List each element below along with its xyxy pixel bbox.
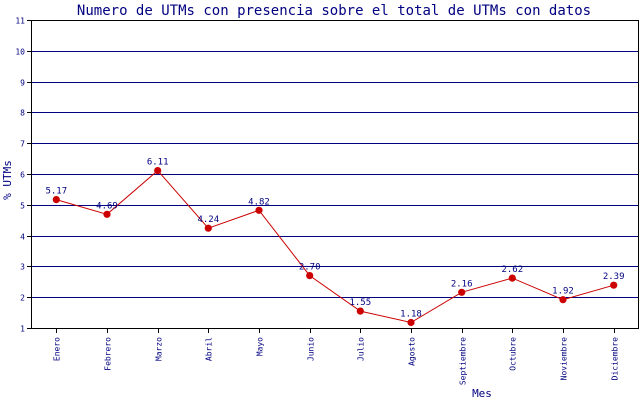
data-point bbox=[356, 307, 364, 315]
y-tick-label: 11 bbox=[15, 17, 25, 26]
data-label: 6.11 bbox=[147, 158, 169, 168]
y-tick-label: 6 bbox=[20, 171, 25, 180]
x-tick-label: Enero bbox=[53, 337, 62, 361]
plot-frame bbox=[31, 20, 639, 329]
data-labels: 5.17 4.69 6.11 4.24 4.82 2.70 1.55 1.18 2.16 2.62… bbox=[45, 158, 624, 320]
data-label: 1.92 bbox=[552, 287, 574, 297]
data-point bbox=[103, 210, 111, 218]
x-tick-label: Marzo bbox=[155, 337, 164, 361]
chart-title: Numero de UTMs con presencia sobre el to… bbox=[77, 3, 591, 19]
y-tick-label: 5 bbox=[20, 202, 25, 211]
data-point bbox=[610, 281, 618, 289]
y-tick-label: 10 bbox=[15, 48, 25, 57]
data-point bbox=[458, 288, 466, 296]
data-label: 4.24 bbox=[197, 215, 219, 225]
data-point bbox=[204, 224, 212, 232]
y-tick-label: 4 bbox=[20, 233, 25, 242]
data-label: 1.18 bbox=[400, 310, 422, 320]
series-line-layer bbox=[56, 169, 614, 324]
x-tick-label: Noviembre bbox=[560, 337, 569, 381]
x-tick-label: Diciembre bbox=[611, 337, 620, 381]
data-point bbox=[559, 296, 567, 304]
axis-layer bbox=[27, 20, 639, 333]
data-label: 2.62 bbox=[501, 265, 523, 275]
y-tick-label: 1 bbox=[20, 325, 25, 334]
data-label: 2.70 bbox=[299, 263, 321, 273]
x-tick-label: Septiembre bbox=[459, 337, 468, 385]
y-tick-labels: 1 2 3 4 5 6 7 8 9 10 11 bbox=[15, 17, 25, 334]
data-point bbox=[508, 274, 516, 282]
data-label: 5.17 bbox=[45, 187, 67, 197]
data-label: 2.39 bbox=[603, 272, 625, 282]
x-tick-labels: Enero Febrero Marzo Abril Mayo Junio Julio Agos… bbox=[53, 337, 620, 385]
x-tick-label: Octubre bbox=[509, 337, 518, 371]
series-line bbox=[56, 169, 614, 324]
x-tick-label: Mayo bbox=[256, 337, 265, 356]
grid-layer bbox=[31, 20, 639, 298]
y-tick-label: 9 bbox=[20, 79, 25, 88]
x-axis-label: Mes bbox=[472, 387, 492, 400]
data-point bbox=[52, 196, 60, 204]
x-tick-label: Junio bbox=[307, 337, 316, 361]
x-tick-label: Julio bbox=[357, 337, 366, 361]
data-label: 4.82 bbox=[248, 197, 270, 207]
data-label: 1.55 bbox=[349, 298, 371, 308]
data-label: 2.16 bbox=[451, 279, 473, 289]
data-label: 4.69 bbox=[96, 201, 118, 211]
y-axis-label: % UTMs bbox=[1, 160, 14, 200]
data-point bbox=[306, 272, 314, 280]
y-tick-label: 3 bbox=[20, 263, 25, 272]
data-points bbox=[52, 167, 618, 327]
x-tick-label: Abril bbox=[205, 337, 214, 361]
y-tick-label: 8 bbox=[20, 109, 25, 118]
data-point bbox=[154, 167, 162, 175]
data-point bbox=[407, 318, 415, 327]
y-tick-label: 7 bbox=[20, 140, 25, 149]
x-tick-label: Agosto bbox=[408, 337, 417, 366]
data-point bbox=[255, 206, 263, 214]
y-tick-label: 2 bbox=[20, 294, 25, 303]
x-tick-label: Febrero bbox=[104, 337, 113, 371]
